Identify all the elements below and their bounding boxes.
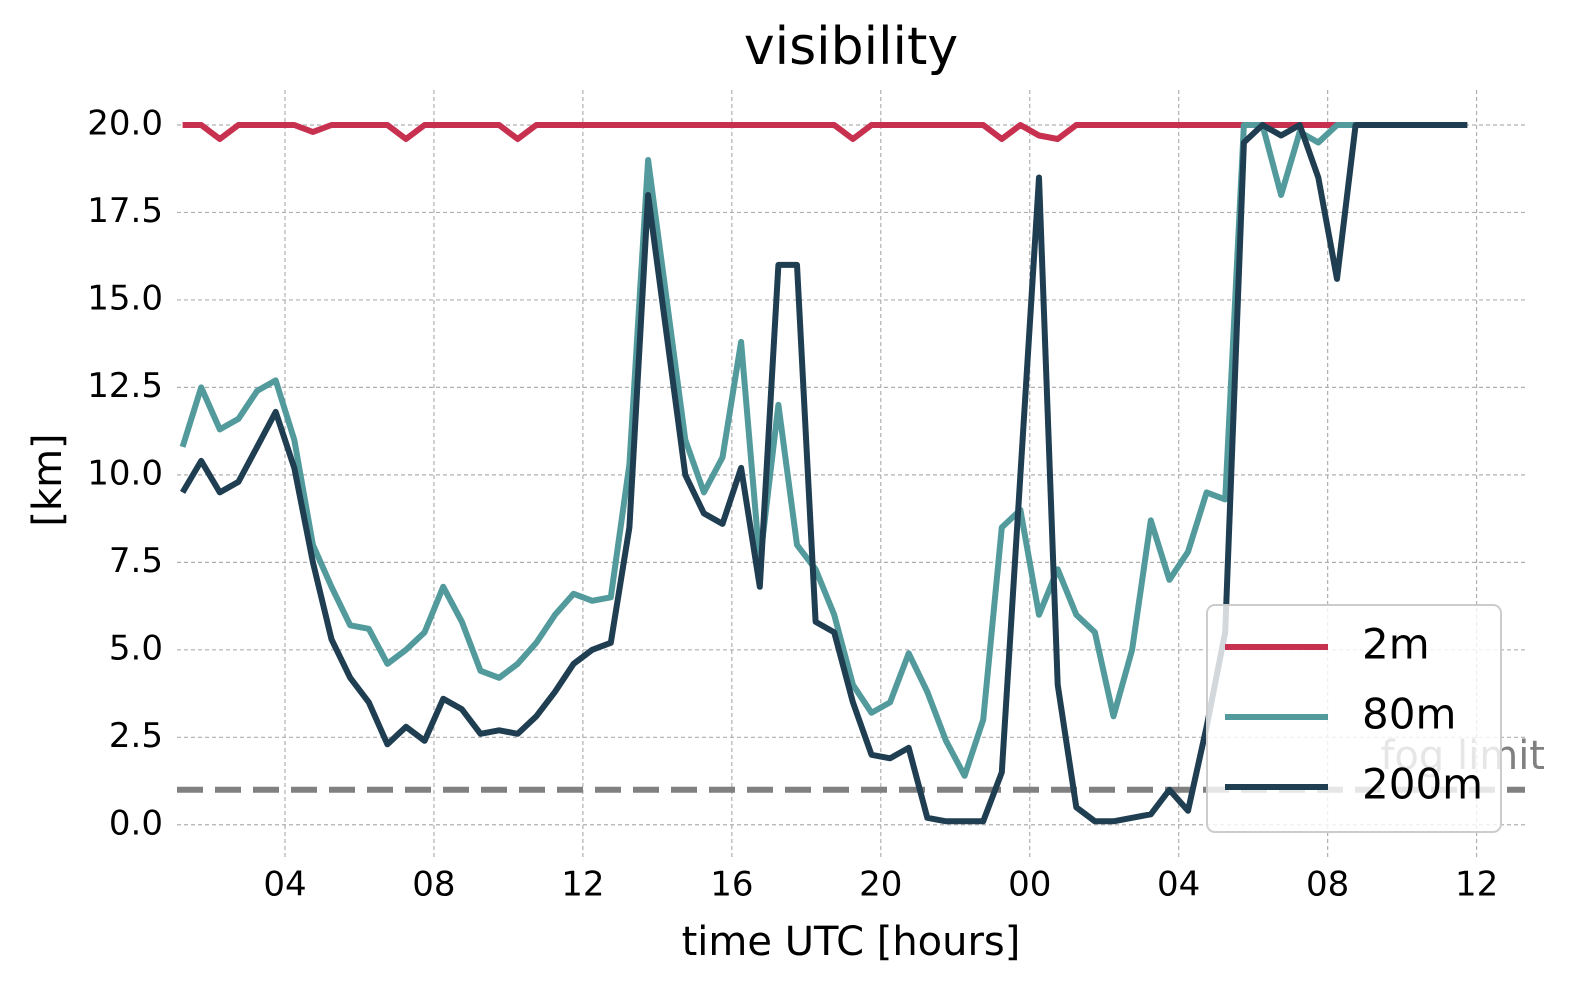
x-tick-label: 16 <box>710 865 753 905</box>
y-tick-label: 12.5 <box>87 366 163 406</box>
x-tick-label: 12 <box>561 865 604 905</box>
series-line <box>180 122 1468 825</box>
y-axis-label: [km] <box>25 433 71 526</box>
x-tick-label: 00 <box>1008 865 1051 905</box>
legend-box <box>1206 604 1502 833</box>
y-tick-label: 17.5 <box>87 191 163 231</box>
y-tick-label: 5.0 <box>109 628 163 668</box>
y-tick-label: 7.5 <box>109 541 163 581</box>
x-axis-label: time UTC [hours] <box>682 919 1021 965</box>
x-tick-label: 04 <box>1157 865 1200 905</box>
y-tick-label: 2.5 <box>109 716 163 756</box>
x-tick-label: 08 <box>412 865 455 905</box>
x-tick-label: 08 <box>1306 865 1349 905</box>
legend-label: 80m <box>1362 690 1456 739</box>
legend-label: 2m <box>1362 620 1430 669</box>
y-tick-label: 20.0 <box>87 103 163 143</box>
y-tick-label: 15.0 <box>87 278 163 318</box>
y-tick-label: 0.0 <box>109 803 163 843</box>
chart-title: visibility <box>744 17 958 77</box>
legend: 2m 80m 200m <box>1206 604 1502 833</box>
x-tick-label: 04 <box>263 865 306 905</box>
series-line <box>179 122 1468 779</box>
x-tick-label: 20 <box>859 865 902 905</box>
x-tick-label: 12 <box>1455 865 1498 905</box>
y-tick-label: 10.0 <box>87 453 163 493</box>
legend-label: 200m <box>1362 760 1483 809</box>
